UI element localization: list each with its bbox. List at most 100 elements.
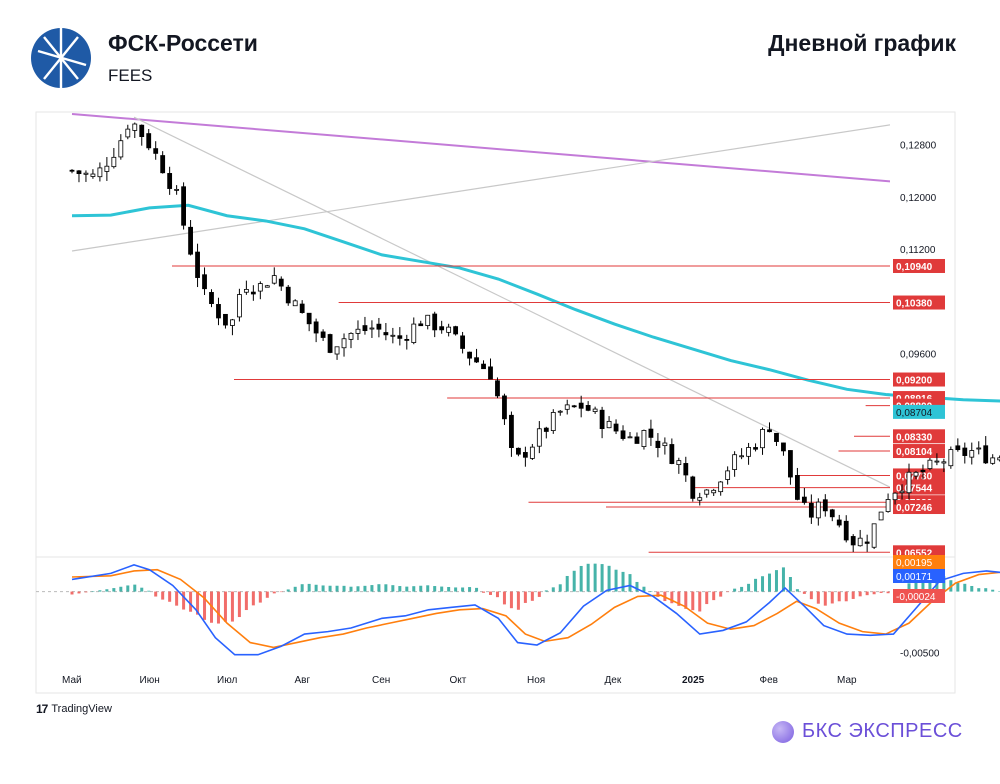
histogram-bar — [370, 585, 374, 592]
histogram-bar — [70, 591, 74, 595]
candle-body — [655, 440, 661, 448]
histogram-bar — [719, 591, 723, 597]
histogram-bar — [391, 585, 395, 592]
histogram-bar — [314, 584, 318, 592]
candle-body — [397, 335, 403, 339]
candle-body — [955, 445, 961, 451]
histogram-bar — [489, 591, 492, 595]
candle-body — [864, 541, 870, 544]
candle-body — [983, 445, 989, 464]
price-tick-1: 0,12000 — [900, 193, 937, 204]
histogram-bar — [684, 591, 688, 609]
histogram-bar — [761, 576, 765, 592]
histogram-bar — [321, 585, 325, 592]
histogram-bar — [977, 588, 981, 592]
histogram-bar — [537, 591, 541, 597]
trend-line-0 — [71, 112, 890, 183]
candle-body — [578, 402, 584, 409]
histogram-bar — [698, 591, 702, 612]
candle-body — [446, 326, 452, 333]
x-tick-7: Дек — [605, 675, 622, 686]
candle-body — [969, 450, 975, 458]
macd-tick-0: -0,00500 — [900, 648, 940, 659]
x-tick-2: Июл — [217, 675, 237, 686]
macd-signal-line — [71, 568, 1000, 649]
candle-body — [516, 447, 521, 455]
candle-body — [529, 446, 535, 459]
histogram-bar — [356, 586, 360, 592]
macd-label-bg-1 — [893, 569, 945, 583]
current-price-bg — [893, 404, 945, 419]
candle-body — [188, 226, 193, 255]
histogram-bar — [196, 591, 200, 615]
candle-body — [732, 454, 738, 470]
candle-body — [808, 502, 814, 518]
histogram-bar — [998, 591, 1000, 592]
candle-body — [83, 172, 89, 175]
candle-body — [815, 501, 821, 519]
histogram-bar — [265, 591, 269, 598]
candle-body — [871, 523, 877, 548]
histogram-bar — [607, 565, 611, 592]
histogram-bar — [216, 591, 220, 624]
candle-body — [746, 447, 751, 457]
candle-body — [550, 412, 556, 431]
candle-body — [376, 323, 382, 330]
candle-body — [599, 409, 605, 430]
level-label-bg-7 — [893, 468, 945, 483]
histogram-bar — [272, 591, 276, 594]
bks-label: БКС ЭКСПРЕСС — [802, 720, 963, 742]
x-tick-5: Окт — [450, 675, 467, 686]
histogram-bar — [349, 586, 353, 592]
candle-body — [257, 283, 263, 292]
histogram-bar — [705, 591, 709, 605]
histogram-bar — [426, 585, 430, 592]
candle-body — [613, 423, 619, 432]
candle-body — [146, 133, 152, 149]
candle-body — [425, 314, 431, 326]
histogram-bar — [628, 574, 632, 592]
candle-body — [711, 489, 717, 494]
candle-body — [292, 300, 298, 307]
candle-body — [460, 335, 466, 349]
candle-body — [132, 123, 138, 131]
candle-body — [536, 428, 542, 447]
candle-body — [899, 490, 905, 494]
candle-body — [348, 332, 354, 340]
histogram-bar — [405, 586, 409, 592]
candle-body — [202, 274, 207, 290]
candle-body — [139, 124, 145, 138]
level-label-5: 0,08330 — [896, 432, 933, 443]
level-label-bg-6 — [893, 444, 945, 459]
candle-body — [753, 447, 758, 450]
level-label-bg-10 — [893, 500, 945, 515]
histogram-bar — [614, 569, 618, 592]
histogram-bar — [558, 584, 562, 592]
logo — [31, 28, 91, 88]
candle-body — [97, 167, 103, 178]
histogram-bar — [133, 584, 137, 592]
candle-body — [557, 410, 563, 413]
x-tick-0: Май — [62, 675, 82, 686]
candle-body — [223, 313, 228, 326]
candle-body — [334, 346, 340, 355]
candle-body — [453, 326, 459, 335]
histogram-bar — [809, 591, 813, 600]
histogram-bar — [802, 591, 806, 594]
candle-body — [216, 304, 221, 319]
level-label-8: 0,07544 — [896, 484, 933, 495]
level-label-10: 0,07246 — [896, 503, 933, 514]
histogram-bar — [830, 591, 834, 604]
candle-body — [327, 334, 333, 353]
candle-body — [592, 408, 598, 412]
macd-label-1: 0,00171 — [896, 572, 933, 583]
candle-body — [990, 457, 996, 464]
histogram-bar — [189, 591, 193, 612]
histogram-bar — [307, 583, 311, 592]
histogram-bar — [300, 584, 304, 592]
candle-body — [474, 357, 479, 363]
candle-body — [250, 291, 256, 295]
candle-body — [760, 429, 765, 449]
histogram-bar — [84, 591, 88, 593]
